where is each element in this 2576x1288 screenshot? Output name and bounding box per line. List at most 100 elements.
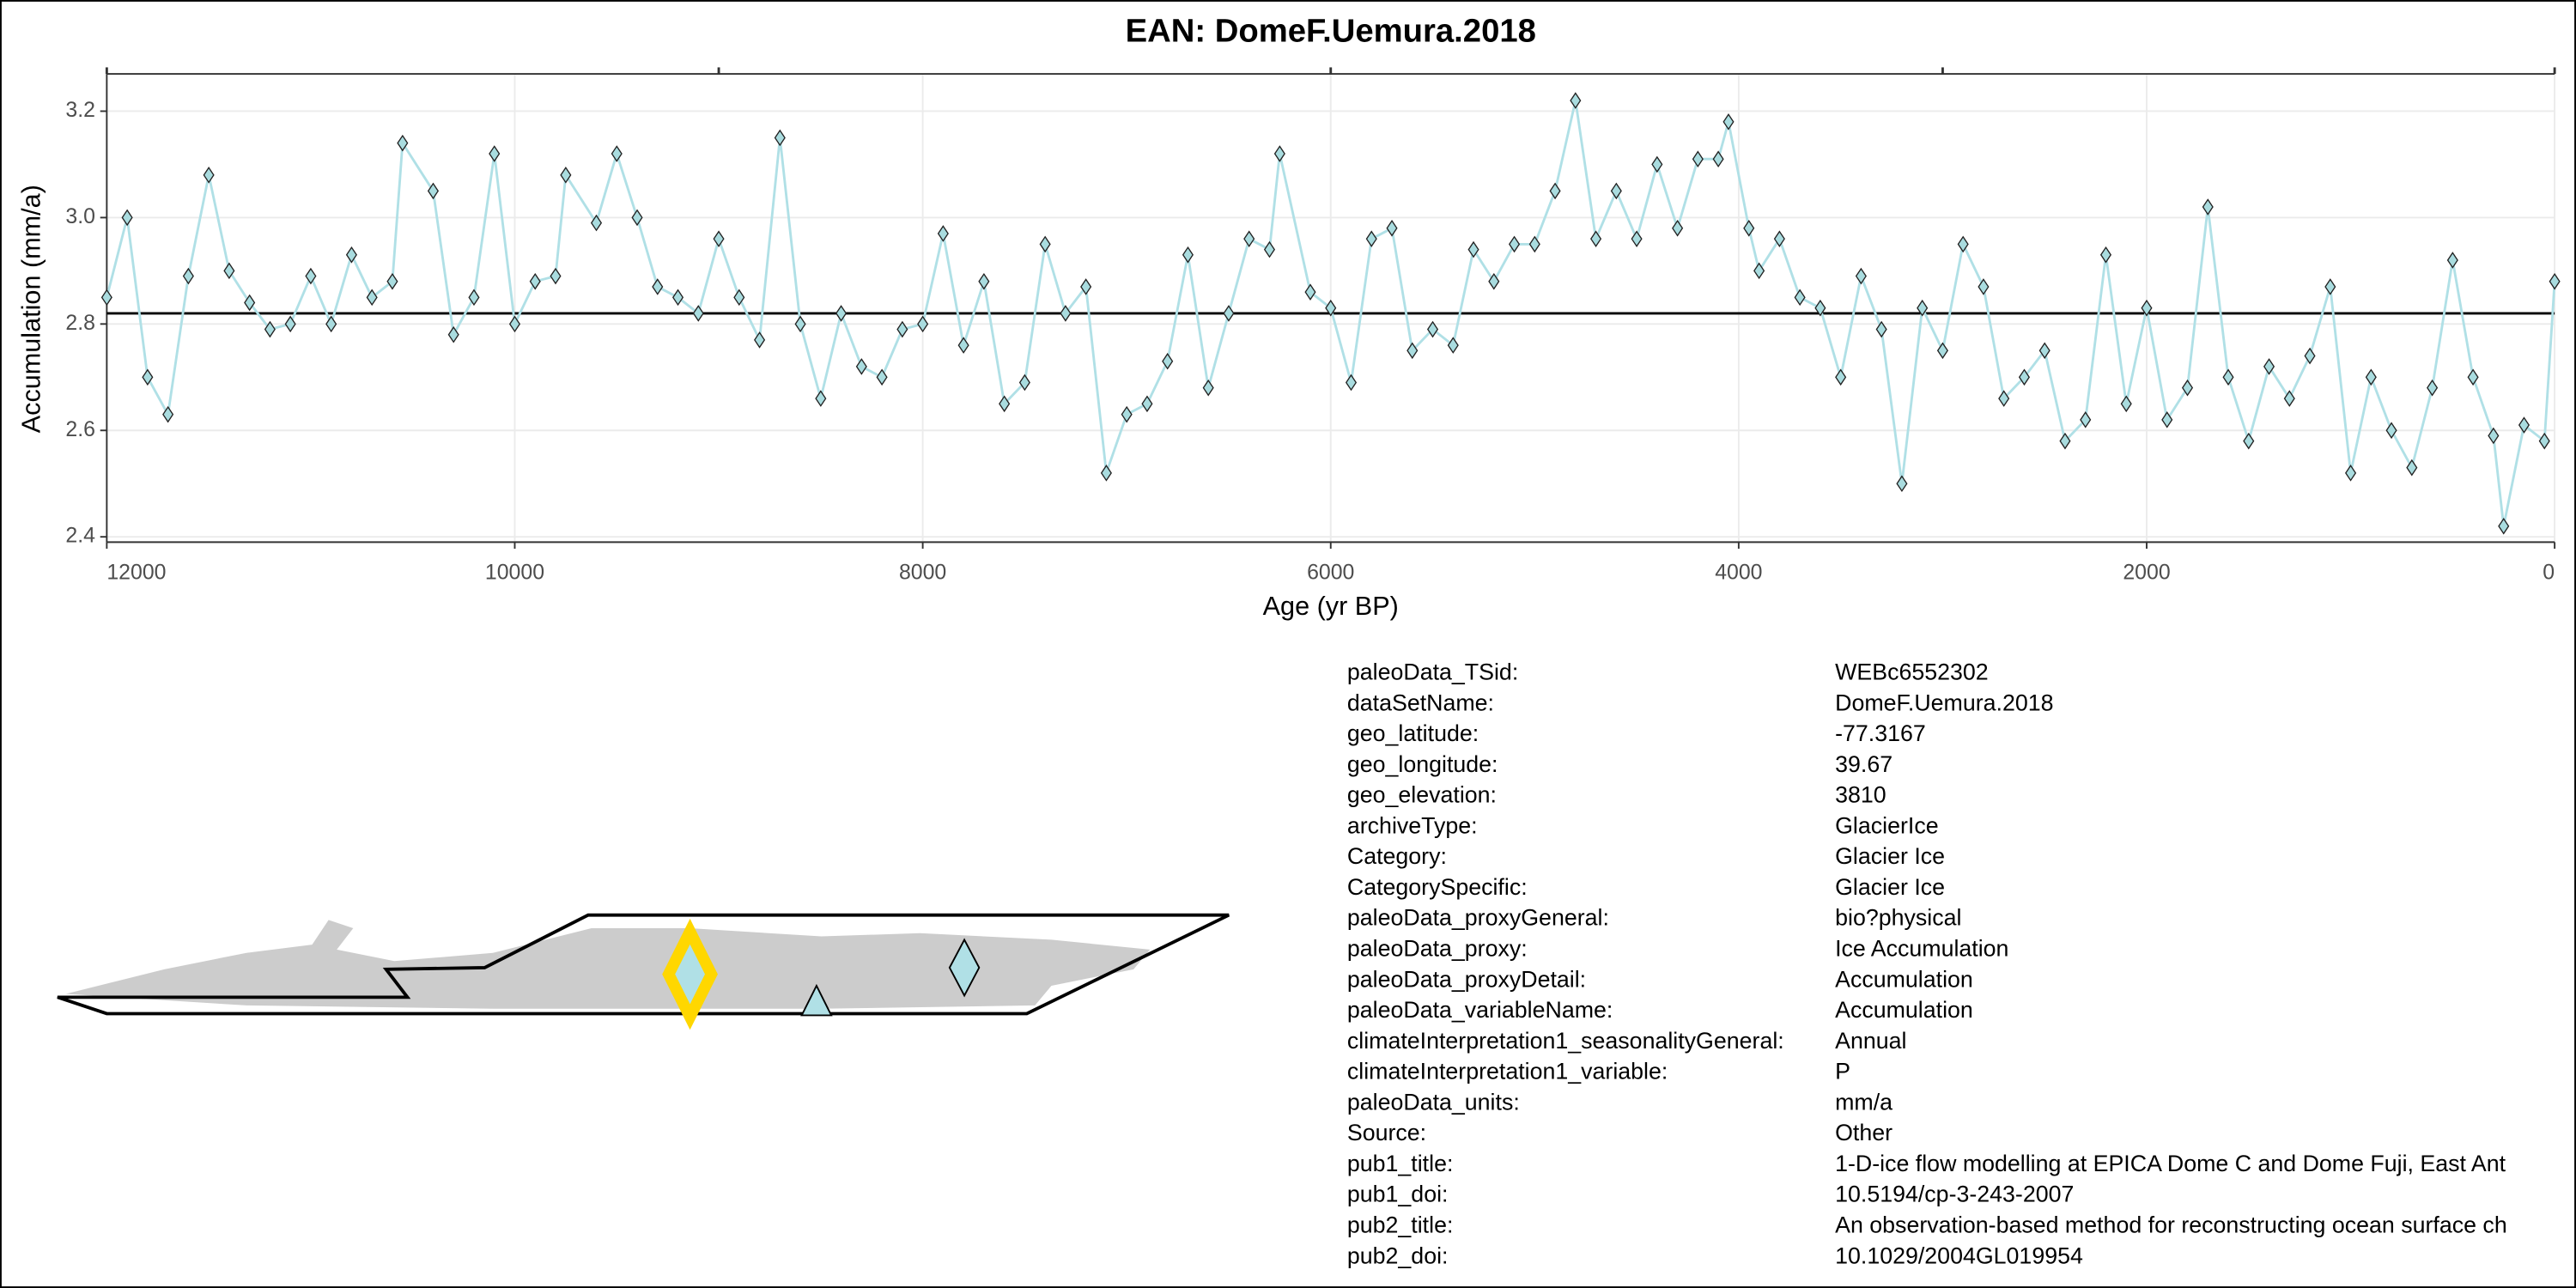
data-point	[2283, 390, 2295, 407]
data-point	[896, 320, 908, 338]
data-point	[1998, 390, 2010, 407]
data-point	[1162, 352, 1174, 370]
data-point	[1794, 289, 1806, 307]
data-point	[631, 209, 643, 227]
meta-key: paleoData_variableName:	[1347, 997, 1613, 1023]
data-point	[1488, 272, 1500, 290]
data-point	[162, 405, 174, 423]
data-point	[489, 145, 501, 162]
y-tick-label: 2.8	[65, 311, 95, 335]
data-point	[937, 225, 949, 242]
data-point	[1039, 235, 1051, 253]
meta-value: Other	[1835, 1120, 1893, 1145]
meta-key: geo_latitude:	[1347, 720, 1479, 746]
data-point	[1570, 92, 1582, 109]
meta-key: dataSetName:	[1347, 690, 1494, 715]
meta-key: paleoData_proxyGeneral:	[1347, 905, 1609, 931]
data-point	[2406, 459, 2418, 477]
data-point	[2549, 272, 2561, 290]
data-point	[2538, 432, 2550, 450]
data-point	[855, 358, 867, 375]
data-point	[550, 267, 562, 285]
meta-value: -77.3167	[1835, 720, 1926, 746]
data-point	[1743, 219, 1755, 237]
data-point	[2080, 411, 2092, 428]
data-point	[2385, 422, 2397, 440]
meta-key: paleoData_proxyDetail:	[1347, 966, 1586, 992]
meta-value: 39.67	[1835, 751, 1893, 777]
data-point	[2202, 198, 2214, 216]
x-tick-label: 2000	[2123, 560, 2170, 584]
data-point	[1467, 240, 1479, 258]
data-point	[366, 289, 378, 307]
data-point	[1243, 230, 1255, 248]
y-tick-label: 2.4	[65, 524, 95, 548]
data-point	[2324, 278, 2336, 295]
data-point	[2467, 368, 2479, 386]
data-point	[2099, 246, 2112, 264]
data-point	[100, 289, 112, 307]
data-point	[611, 145, 623, 162]
meta-key: pub1_doi:	[1347, 1182, 1449, 1207]
x-tick-label: 0	[2543, 560, 2555, 584]
data-point	[1712, 150, 1724, 168]
data-point	[2120, 395, 2132, 413]
data-point	[713, 230, 725, 248]
data-point	[774, 129, 786, 147]
data-point	[397, 134, 409, 152]
x-tick-label: 10000	[485, 560, 544, 584]
data-point	[1835, 368, 1847, 386]
meta-key: Source:	[1347, 1120, 1426, 1145]
data-point	[2059, 432, 2071, 450]
data-point	[1651, 155, 1663, 173]
meta-key: climateInterpretation1_seasonalityGenera…	[1347, 1028, 1784, 1054]
data-point	[794, 315, 806, 333]
meta-key: pub2_doi:	[1347, 1242, 1449, 1268]
data-point	[1426, 320, 1439, 338]
data-point	[815, 390, 827, 407]
x-axis-label: Age (yr BP)	[1263, 592, 1399, 621]
meta-value: mm/a	[1835, 1089, 1893, 1115]
data-point	[590, 214, 603, 232]
data-point	[1978, 278, 1990, 295]
meta-key: archiveType:	[1347, 812, 1478, 838]
data-point	[1672, 219, 1684, 237]
data-point	[1223, 305, 1235, 322]
data-point	[386, 272, 398, 290]
data-point	[754, 331, 766, 349]
y-tick-label: 3.0	[65, 204, 95, 228]
data-point	[835, 305, 848, 322]
meta-value: Ice Accumulation	[1835, 936, 2008, 962]
data-point	[1631, 230, 1643, 248]
data-point	[325, 315, 337, 333]
data-point	[1304, 283, 1316, 301]
data-point	[1610, 182, 1622, 200]
data-point	[2304, 347, 2316, 365]
meta-key: geo_longitude:	[1347, 751, 1498, 777]
data-point	[1549, 182, 1561, 200]
data-point	[1406, 342, 1419, 360]
meta-value: Accumulation	[1835, 997, 1973, 1023]
data-point	[2222, 368, 2234, 386]
meta-key: paleoData_TSid:	[1347, 659, 1518, 685]
data-point	[182, 267, 194, 285]
data-point	[264, 320, 276, 338]
data-point	[1365, 230, 1377, 248]
data-point	[2427, 379, 2439, 397]
data-point	[345, 246, 357, 264]
data-point	[1528, 235, 1540, 253]
meta-key: paleoData_proxy:	[1347, 936, 1528, 962]
data-point	[1386, 219, 1398, 237]
data-point	[2161, 411, 2173, 428]
site-marker	[800, 983, 833, 1017]
data-point	[1100, 465, 1112, 482]
meta-key: climateInterpretation1_variable:	[1347, 1059, 1668, 1084]
data-point	[1273, 145, 1285, 162]
data-point	[1080, 278, 1092, 295]
data-point	[2345, 465, 2357, 482]
data-point	[2181, 379, 2194, 397]
x-tick-label: 6000	[1307, 560, 1354, 584]
data-point	[427, 182, 440, 200]
